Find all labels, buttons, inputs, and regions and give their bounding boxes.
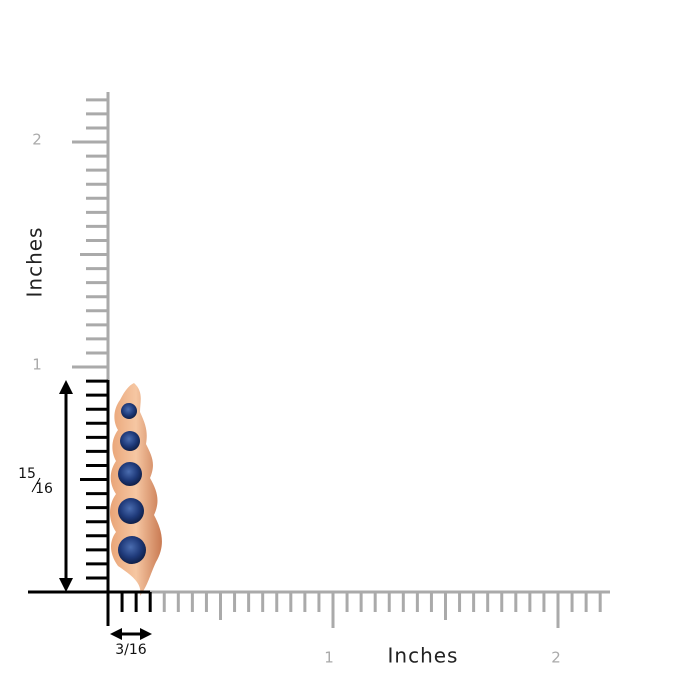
height-numerator: 15 [18, 466, 36, 482]
height-denominator: 16 [35, 481, 53, 497]
ruler [72, 92, 610, 628]
y-axis-label: Inches [23, 227, 47, 298]
x-tick-label: 1 [324, 649, 334, 667]
x-axis-label: Inches [388, 644, 459, 668]
earring-image [110, 383, 162, 596]
x-tick-label: 2 [551, 649, 561, 667]
arrow-heads [59, 380, 152, 640]
fraction-slash [31, 477, 41, 493]
dimension-lines [28, 380, 150, 636]
width-label: 3/16 [115, 642, 147, 658]
y-tick-label: 1 [32, 356, 42, 374]
y-tick-label: 2 [32, 131, 42, 149]
